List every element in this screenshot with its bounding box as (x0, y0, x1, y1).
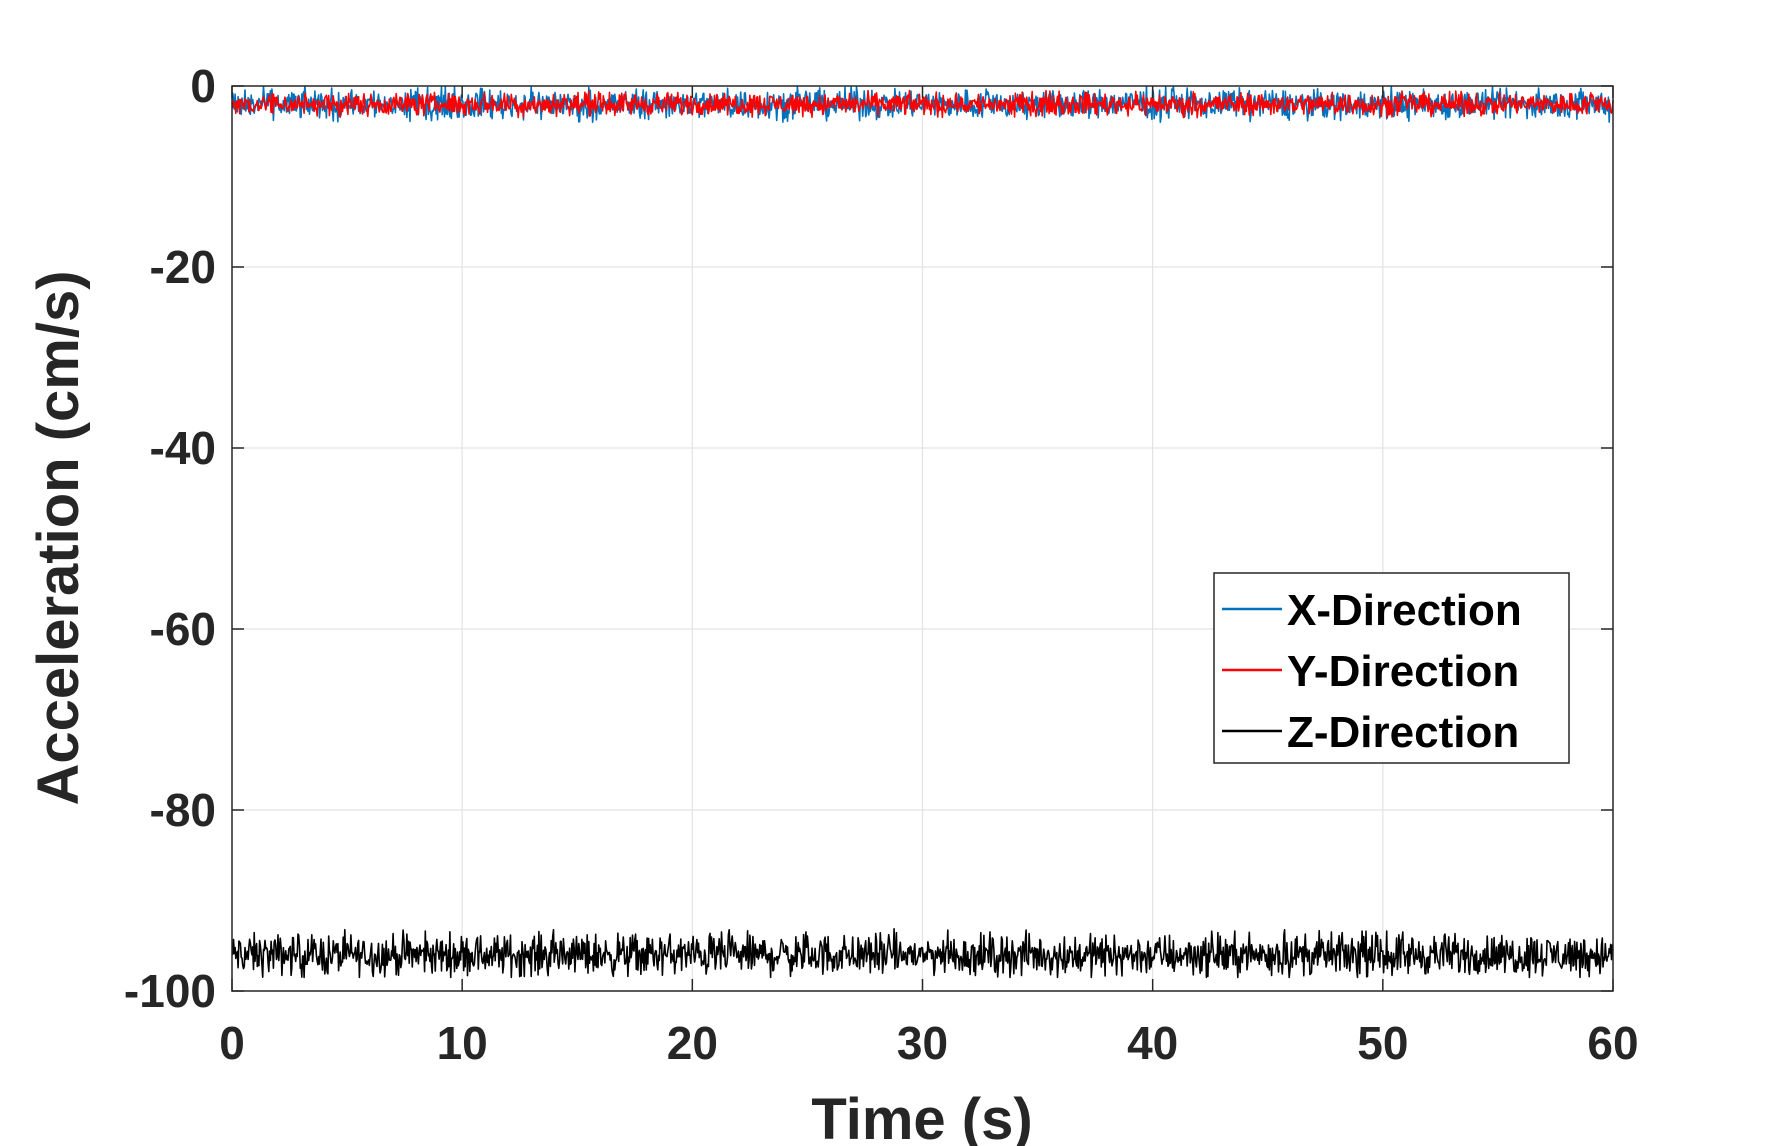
tick-marks (231, 85, 1614, 992)
grid-lines (232, 86, 1613, 991)
y-tick-label: -80 (150, 784, 216, 836)
x-tick-label: 40 (1127, 1017, 1178, 1069)
x-tick-label: 50 (1357, 1017, 1408, 1069)
x-tick-label: 0 (219, 1017, 245, 1069)
series-layer (231, 85, 1614, 979)
x-tick-label: 10 (437, 1017, 488, 1069)
x-tick-label: 60 (1587, 1017, 1638, 1069)
z-direction-line (231, 927, 1614, 979)
y-tick-label: -20 (150, 241, 216, 293)
legend-label-x-direction: X-Direction (1287, 586, 1522, 635)
y-direction-line (231, 89, 1614, 119)
legend-label-z-direction: Z-Direction (1287, 708, 1519, 757)
y-tick-label: -100 (124, 965, 216, 1017)
y-tick-label: -40 (150, 422, 216, 474)
x-tick-label: 30 (897, 1017, 948, 1069)
legend: X-Direction Y-Direction Z-Direction (1213, 572, 1570, 764)
y-tick-labels: 0 -20 -40 -60 -80 -100 (124, 60, 216, 1017)
y-tick-label: 0 (190, 60, 216, 112)
x-tick-label: 20 (667, 1017, 718, 1069)
y-axis-title: Acceleration (cm/s) (26, 270, 91, 805)
y-tick-label: -60 (150, 603, 216, 655)
x-tick-labels: 0 10 20 30 40 50 60 (219, 1017, 1638, 1069)
legend-label-y-direction: Y-Direction (1287, 647, 1519, 696)
x-axis-title: Time (s) (811, 1087, 1032, 1146)
